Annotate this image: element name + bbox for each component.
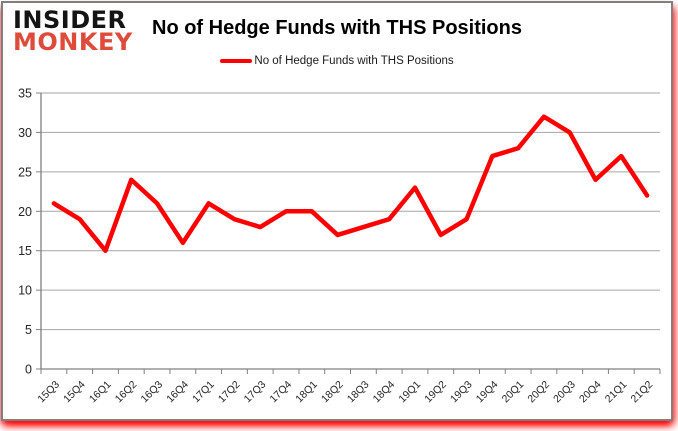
x-axis-label: 18Q4 <box>371 379 398 406</box>
chart-card: INSIDER MONKEY No of Hedge Funds with TH… <box>1 1 673 421</box>
logo-monkey-text: MONKEY <box>13 28 133 57</box>
x-axis-label: 19Q1 <box>396 379 423 406</box>
x-axis-label: 20Q3 <box>551 379 578 406</box>
x-axis-label: 16Q4 <box>164 379 191 406</box>
x-axis-label: 16Q3 <box>139 379 166 406</box>
x-axis-label: 20Q1 <box>500 379 527 406</box>
x-axis-label: 16Q2 <box>113 379 140 406</box>
x-axis-label: 19Q3 <box>448 379 475 406</box>
x-axis-label: 21Q2 <box>629 379 656 406</box>
insider-monkey-logo: INSIDER MONKEY <box>13 6 133 57</box>
x-axis-label: 17Q2 <box>216 379 243 406</box>
x-axis-label: 18Q2 <box>319 379 346 406</box>
x-axis-label: 17Q1 <box>190 379 217 406</box>
y-axis-label: 25 <box>18 165 32 179</box>
x-axis-label: 17Q4 <box>267 379 294 406</box>
x-axis-label: 17Q3 <box>242 379 269 406</box>
legend: No of Hedge Funds with THS Positions <box>3 55 671 67</box>
y-axis-label: 30 <box>18 126 32 140</box>
x-axis-label: 21Q1 <box>603 379 630 406</box>
y-axis-label: 35 <box>18 87 32 101</box>
x-axis-label: 15Q3 <box>35 379 62 406</box>
x-axis-label: 18Q1 <box>293 379 320 406</box>
y-axis-label: 10 <box>18 284 32 298</box>
x-axis-label: 19Q2 <box>422 379 449 406</box>
red-line-icon <box>220 59 253 63</box>
chart-title: No of Hedge Funds with THS Positions <box>152 17 522 39</box>
x-axis-label: 20Q4 <box>577 379 604 406</box>
x-axis-label: 18Q3 <box>345 379 372 406</box>
y-axis-label: 5 <box>25 323 32 337</box>
y-axis-label: 15 <box>18 244 32 258</box>
y-axis-label: 20 <box>18 205 32 219</box>
y-axis-label: 0 <box>25 363 32 377</box>
x-axis-label: 20Q2 <box>525 379 552 406</box>
x-axis-label: 15Q4 <box>61 379 88 406</box>
x-axis-label: 19Q4 <box>474 379 501 406</box>
logo-insider-text: INSIDER <box>13 6 127 34</box>
x-axis-label: 16Q1 <box>87 379 114 406</box>
legend-label: No of Hedge Funds with THS Positions <box>254 55 454 67</box>
series-line <box>51 114 650 253</box>
